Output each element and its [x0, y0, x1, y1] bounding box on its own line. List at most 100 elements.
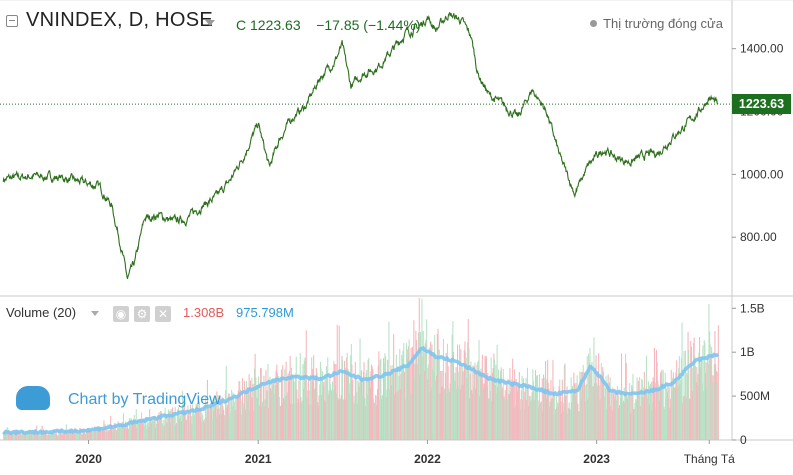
volume-bar [67, 433, 69, 440]
volume-bar [258, 376, 260, 440]
volume-bar [694, 356, 696, 440]
volume-bar [408, 339, 410, 440]
volume-bar [491, 401, 493, 440]
volume-bar [82, 428, 84, 440]
volume-bar [422, 331, 424, 440]
volume-bar [326, 370, 328, 440]
volume-bar [289, 355, 291, 440]
volume-bar [275, 370, 277, 440]
volume-dropdown-icon[interactable] [91, 311, 99, 316]
volume-bar [397, 366, 399, 440]
volume-bar [469, 398, 471, 440]
volume-bar [452, 321, 454, 440]
volume-bar [664, 372, 666, 440]
volume-bar [680, 358, 682, 440]
volume-bar [658, 400, 660, 440]
volume-bar [584, 372, 586, 440]
volume-bar [94, 426, 96, 440]
gear-icon[interactable]: ⚙ [134, 306, 150, 322]
volume-bar [96, 427, 98, 440]
volume-bar [333, 360, 335, 440]
volume-bar [458, 386, 460, 440]
volume-bar [286, 392, 288, 440]
volume-bar [539, 374, 541, 440]
watermark[interactable]: Chart by TradingView [68, 391, 221, 408]
volume-bar [183, 409, 185, 440]
volume-bar [358, 386, 360, 440]
volume-bar [83, 431, 85, 440]
volume-bar [652, 377, 654, 440]
volume-bar [547, 359, 549, 440]
volume-bar [535, 376, 537, 440]
volume-bar [483, 384, 485, 440]
volume-bar [37, 432, 39, 440]
volume-bar [545, 397, 547, 440]
volume-bar [642, 397, 644, 440]
volume-bar [313, 389, 315, 440]
volume-bar [496, 344, 498, 440]
volume-bar [651, 381, 653, 440]
volume-bar [51, 435, 53, 440]
visibility-icon[interactable]: ◉ [113, 306, 129, 322]
volume-bar [55, 431, 57, 440]
volume-bar [344, 360, 346, 440]
volume-bar [636, 377, 638, 440]
volume-bar [167, 422, 169, 440]
close-icon[interactable]: ✕ [155, 306, 171, 322]
volume-bar [491, 372, 493, 440]
volume-bar [319, 384, 321, 440]
volume-bar [192, 408, 194, 440]
symbol-dropdown-icon[interactable] [205, 20, 215, 26]
volume-bar [14, 433, 16, 440]
volume-bar [313, 355, 315, 440]
volume-bar [208, 418, 210, 440]
volume-bar [141, 412, 143, 440]
volume-bar [485, 358, 487, 440]
volume-bar [684, 350, 686, 440]
volume-bar [204, 419, 206, 440]
volume-bar [713, 375, 715, 440]
collapse-icon[interactable] [6, 15, 18, 27]
volume-bar [586, 356, 588, 440]
volume-bar [527, 383, 529, 440]
volume-bar [610, 406, 612, 440]
volume-bar [19, 431, 21, 440]
tradingview-logo-icon[interactable] [16, 386, 50, 410]
volume-bar [541, 378, 543, 440]
volume-bar [425, 339, 427, 440]
volume-bar [473, 365, 475, 440]
volume-bar [502, 368, 504, 440]
volume-bar [409, 393, 411, 440]
volume-bar [198, 407, 200, 440]
volume-bar [270, 390, 272, 440]
volume-bar [511, 387, 513, 440]
volume-bar [200, 422, 202, 440]
volume-label[interactable]: Volume (20) [6, 305, 77, 320]
volume-bar [342, 400, 344, 440]
volume-bar [176, 416, 178, 440]
volume-bar [33, 431, 35, 440]
volume-bar [602, 371, 604, 440]
volume-bar [268, 407, 270, 440]
volume-bar [272, 383, 274, 440]
volume-bar [190, 404, 192, 440]
volume-bar [20, 431, 22, 440]
volume-bar [493, 359, 495, 440]
volume-bar [678, 356, 680, 440]
volume-bar [81, 433, 83, 440]
volume-bar [374, 402, 376, 440]
volume-bar [75, 430, 77, 440]
volume-bar [379, 360, 381, 440]
price-series-line [2, 12, 719, 280]
volume-bar [365, 373, 367, 440]
volume-bar [681, 322, 683, 440]
volume-bar [229, 393, 231, 440]
volume-bar [305, 358, 307, 440]
symbol-title[interactable]: VNINDEX, D, HOSE [26, 9, 214, 31]
volume-bar [675, 372, 677, 440]
volume-bar [588, 363, 590, 440]
volume-bar [97, 426, 99, 440]
volume-bar [551, 398, 553, 440]
